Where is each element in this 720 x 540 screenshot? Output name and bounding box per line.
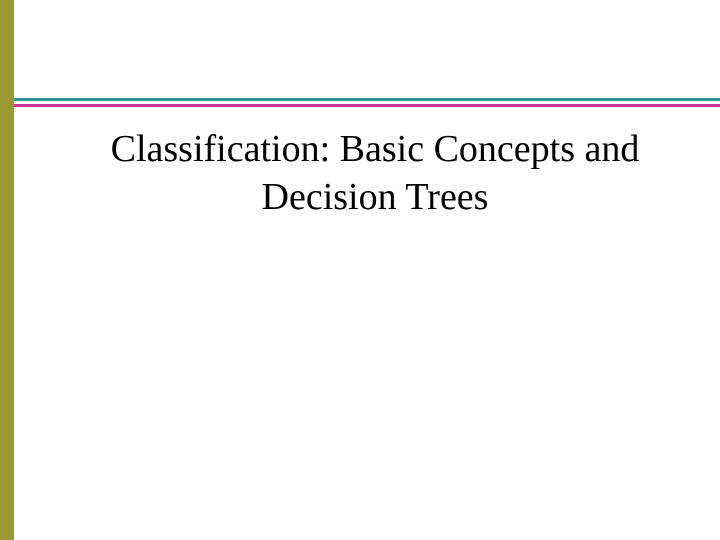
slide-title: Classification: Basic Concepts and Decis…	[50, 126, 700, 221]
horizontal-divider	[14, 98, 720, 107]
left-accent-stripe	[0, 0, 14, 540]
divider-line-magenta	[14, 104, 720, 107]
divider-line-teal	[14, 98, 720, 101]
